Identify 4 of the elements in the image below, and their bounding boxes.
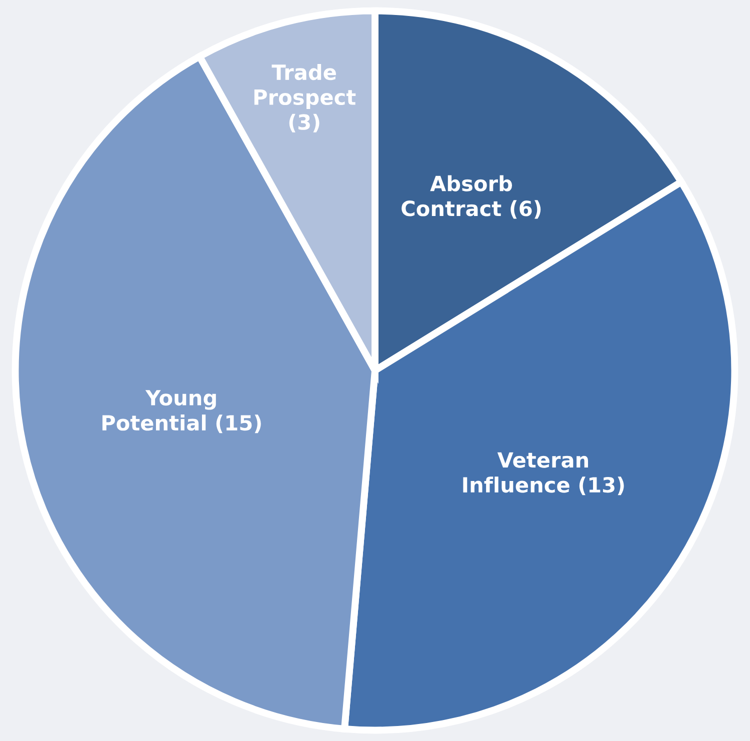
slice-label: Trade Prospect (3) <box>254 64 356 132</box>
slice-label: Absorb Contract (6) <box>402 175 541 219</box>
slice-label: Young Potential (15) <box>102 390 261 434</box>
slice-label: Veteran Influence (13) <box>463 452 624 496</box>
